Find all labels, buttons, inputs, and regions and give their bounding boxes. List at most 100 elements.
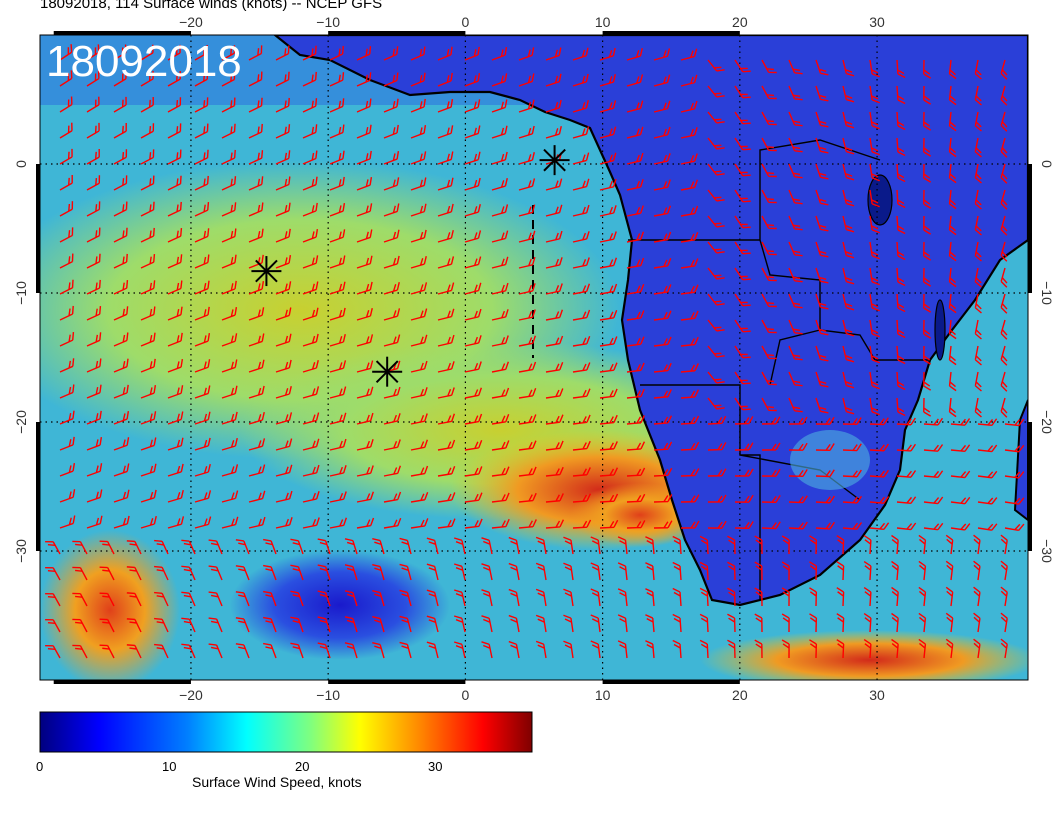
- wind-barb: [437, 465, 456, 477]
- wind-barb: [194, 490, 212, 503]
- wind-barb: [923, 137, 932, 157]
- wind-barb: [923, 163, 932, 183]
- wind-barb: [383, 308, 401, 321]
- wind-barb: [221, 228, 237, 243]
- wind-barb: [545, 283, 563, 295]
- wind-barb: [464, 361, 482, 373]
- wind-barb: [72, 566, 88, 581]
- wind-barb: [167, 489, 184, 503]
- wind-barb: [1000, 241, 1008, 262]
- lat-tick-right: 0: [1039, 160, 1055, 168]
- wind-barb: [356, 386, 374, 399]
- wind-barb: [99, 566, 115, 581]
- wind-barb: [734, 85, 751, 99]
- wind-barb: [836, 561, 845, 581]
- wind-barb: [86, 332, 102, 347]
- wind-barb: [329, 98, 345, 113]
- wind-barb: [508, 640, 520, 659]
- wind-barb: [973, 586, 981, 607]
- wind-barb: [896, 345, 906, 365]
- wind-barb: [329, 281, 346, 295]
- wind-barb: [869, 417, 889, 426]
- wind-barb: [948, 397, 957, 418]
- wind-barb: [113, 358, 129, 373]
- wind-barb: [707, 371, 725, 384]
- wind-barb: [275, 202, 291, 217]
- wind-barb: [923, 293, 932, 313]
- asterisk-marker: [539, 145, 570, 176]
- wind-barb: [545, 73, 562, 87]
- wind-barb: [535, 640, 547, 659]
- wind-barb: [410, 308, 428, 321]
- wind-barb: [86, 227, 101, 243]
- wind-barb: [72, 618, 88, 633]
- wind-barb: [437, 203, 454, 217]
- wind-barb: [707, 163, 725, 176]
- wind-barb: [653, 74, 671, 87]
- wind-barb: [59, 253, 74, 269]
- wind-barb: [896, 215, 906, 235]
- madagascar: [1013, 399, 1028, 522]
- wind-barb: [248, 438, 266, 451]
- wind-barb: [372, 563, 385, 581]
- wind-barb: [761, 137, 777, 152]
- wind-barb: [672, 535, 682, 555]
- wind-barb: [869, 319, 880, 338]
- wind-barb: [518, 230, 536, 243]
- wind-barb: [563, 640, 574, 659]
- wind-barb: [923, 397, 932, 417]
- wind-barb: [248, 307, 265, 321]
- wind-barb: [302, 386, 320, 399]
- wind-barb: [680, 153, 698, 165]
- wind-barb: [194, 175, 209, 191]
- wind-barb: [545, 361, 564, 373]
- wind-barb: [626, 493, 646, 503]
- wind-barb: [869, 496, 890, 504]
- wind-barb: [518, 492, 537, 503]
- wind-barb: [626, 48, 643, 61]
- wind-barb: [140, 123, 155, 139]
- colorbar-tick: 10: [162, 759, 177, 774]
- wind-barb: [59, 489, 76, 503]
- wind-barb: [572, 335, 591, 347]
- wind-barb: [410, 360, 428, 373]
- wind-barb: [973, 612, 981, 633]
- wind-barb: [329, 491, 347, 503]
- wind-barb: [788, 442, 808, 451]
- wind-barb: [563, 536, 574, 555]
- wind-barb: [383, 386, 401, 399]
- wind-barb: [464, 413, 483, 425]
- wind-barb: [896, 417, 916, 426]
- wind-barb: [761, 163, 777, 178]
- wind-barb: [491, 335, 509, 347]
- wind-barb: [948, 319, 957, 340]
- wind-barb: [896, 59, 906, 79]
- colorbar-tick: 20: [295, 759, 310, 774]
- wind-barb: [383, 334, 401, 347]
- wind-barb: [815, 469, 835, 478]
- wind-barb: [653, 48, 671, 61]
- wind-barb: [59, 436, 75, 451]
- wind-barb: [707, 59, 725, 72]
- wind-barb: [140, 227, 155, 243]
- wind-barb: [248, 123, 263, 139]
- wind-barb: [672, 613, 682, 633]
- wind-barb: [302, 517, 320, 529]
- wind-barb: [974, 85, 982, 106]
- wind-barb: [290, 590, 304, 607]
- wind-barb: [356, 491, 375, 503]
- wind-barb: [948, 163, 957, 184]
- wind-barb: [167, 437, 184, 451]
- wind-barb: [815, 163, 829, 180]
- wind-barb: [836, 587, 845, 607]
- wind-barb: [113, 463, 130, 477]
- wind-barb: [410, 491, 429, 503]
- wind-barb: [491, 47, 508, 61]
- wind-barb: [645, 614, 655, 633]
- wind-barb: [167, 123, 182, 139]
- wind-barb: [356, 517, 375, 529]
- wind-barb: [329, 124, 345, 139]
- wind-barb: [167, 175, 182, 191]
- wind-barb: [221, 411, 238, 425]
- wind-barb: [842, 59, 855, 77]
